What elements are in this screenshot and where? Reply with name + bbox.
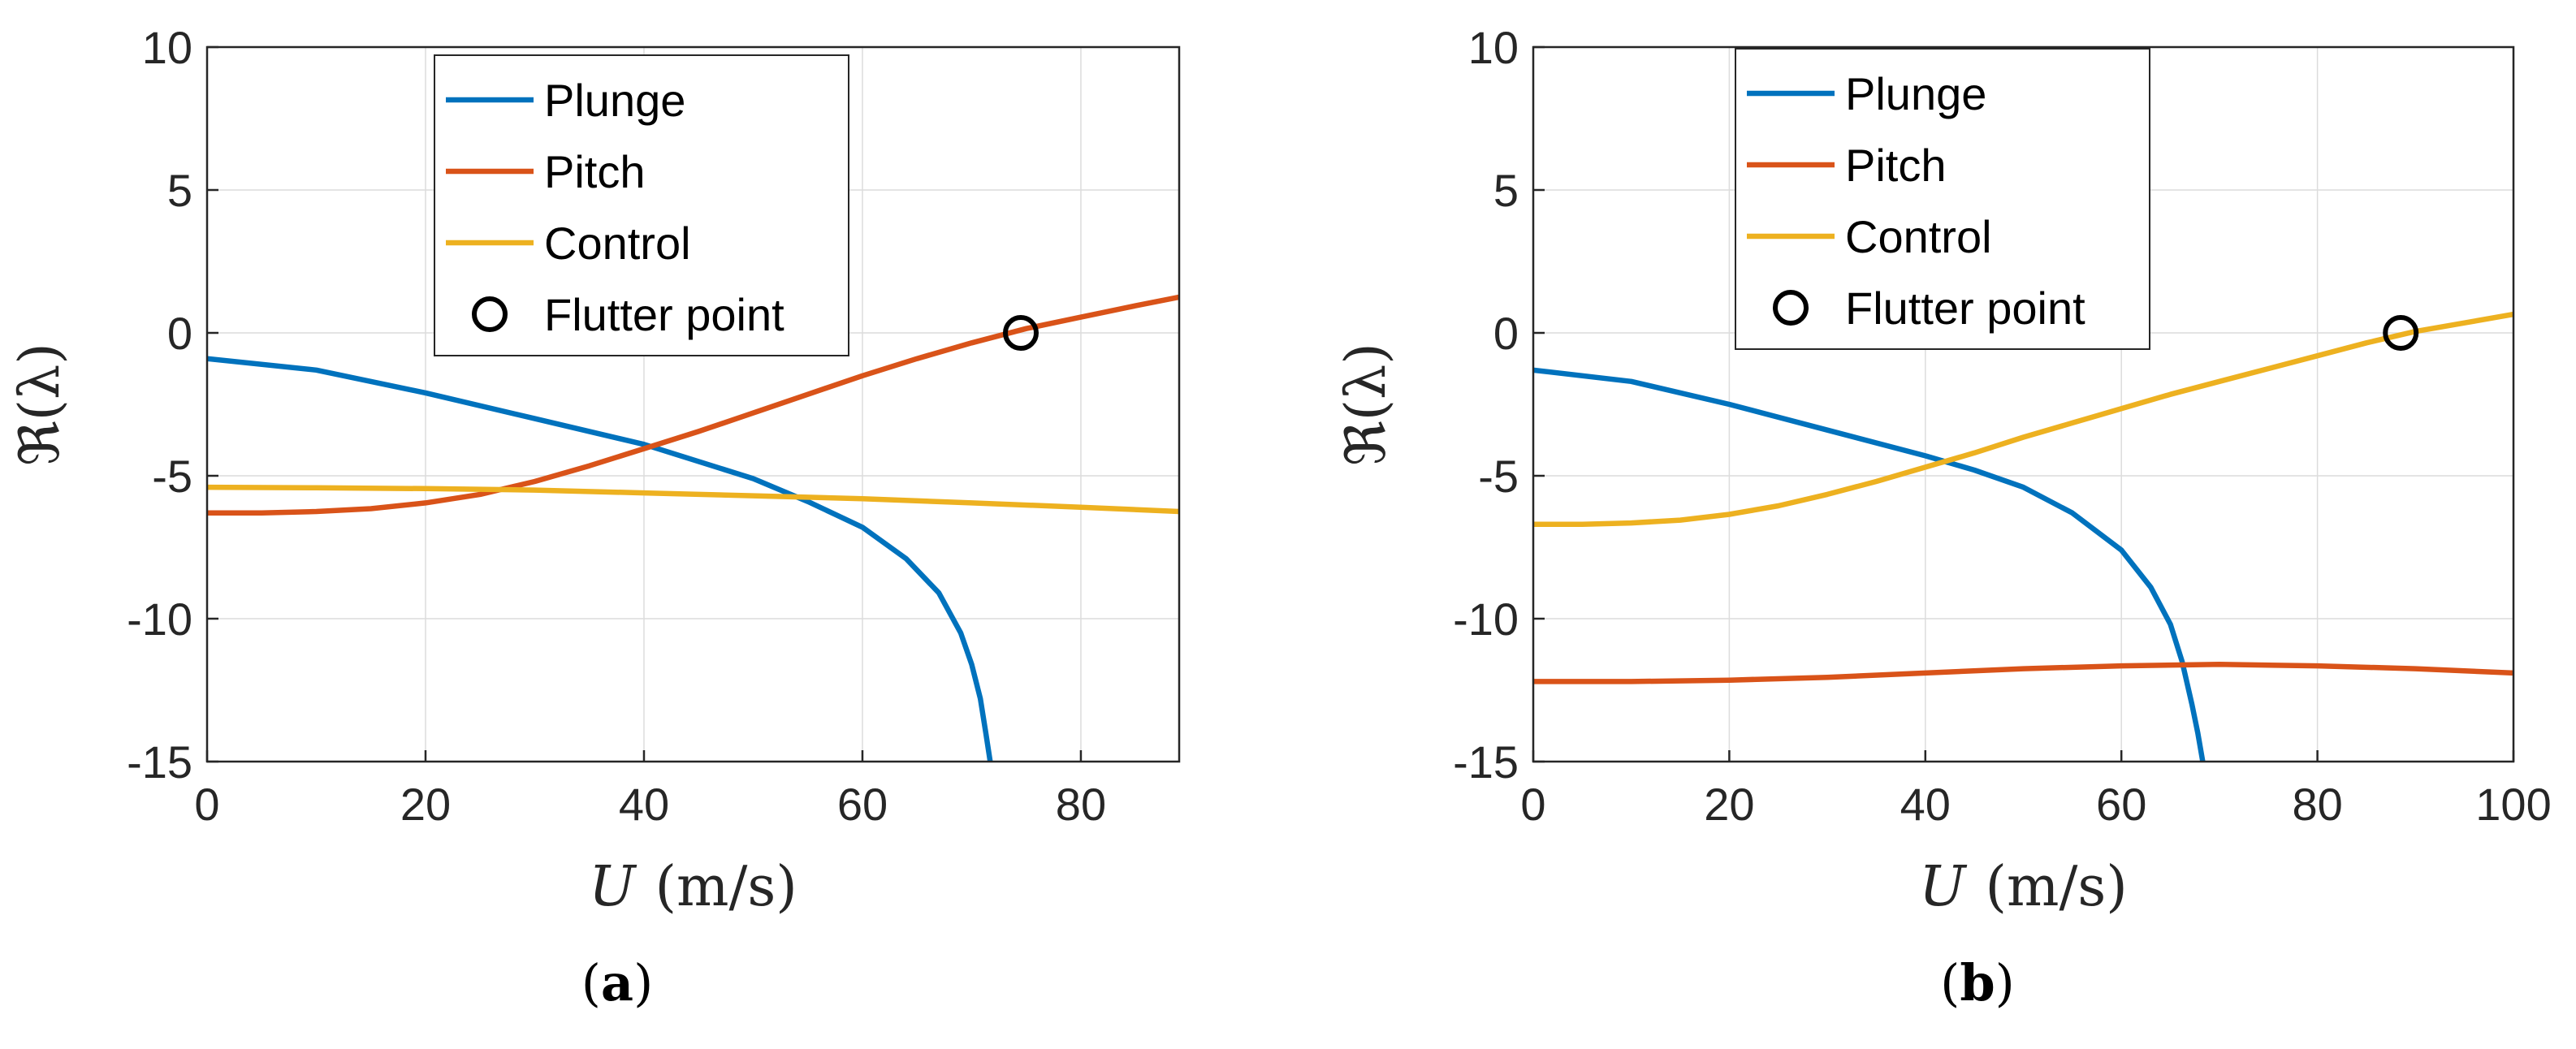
legend: Plunge Pitch Control Flutter point xyxy=(434,54,849,356)
legend-label: Pitch xyxy=(544,146,646,197)
x-axis-unit: (m/s) xyxy=(1985,855,2127,919)
flutter-point-marker xyxy=(2383,315,2419,351)
x-tick-label: 80 xyxy=(2292,779,2342,830)
panel-caption: (b) xyxy=(1940,953,2015,1012)
y-axis-label: ℜ(λ) xyxy=(8,343,72,466)
x-tick-label: 40 xyxy=(619,779,669,830)
x-tick-label: 0 xyxy=(194,779,219,830)
series-line-plunge xyxy=(1533,367,2206,762)
x-tick-label: 60 xyxy=(837,779,888,830)
y-tick-label: 0 xyxy=(1493,308,1519,359)
legend-label: Pitch xyxy=(1845,140,1947,191)
y-tick-label: 10 xyxy=(142,22,192,73)
legend-label: Control xyxy=(544,218,691,269)
legend: Plunge Pitch Control Flutter point xyxy=(1735,48,2150,350)
y-tick-label: 5 xyxy=(1493,165,1519,216)
x-tick-label: 0 xyxy=(1520,779,1545,830)
y-tick-label: -5 xyxy=(1478,451,1519,502)
series-line-plunge xyxy=(207,356,993,762)
y-tick-label: -10 xyxy=(1453,594,1519,645)
panel-caption-letter: b xyxy=(1960,953,1995,1012)
series-line-control xyxy=(207,484,1179,515)
y-tick-label: -5 xyxy=(152,451,192,502)
panel-caption-letter: a xyxy=(601,953,633,1012)
x-tick-label: 20 xyxy=(1704,779,1754,830)
y-tick-label: 5 xyxy=(167,165,192,216)
legend-label: Plunge xyxy=(544,75,685,126)
x-axis-label: U (m/s) xyxy=(589,855,797,919)
y-tick-label: 0 xyxy=(167,308,192,359)
legend-swatch-flutter-point xyxy=(472,296,508,332)
y-tick-label: -10 xyxy=(127,594,192,645)
x-axis-variable: U xyxy=(1919,855,1968,919)
x-tick-label: 60 xyxy=(2096,779,2146,830)
chart-panel-b: 0 20 40 60 80 100 10 5 0 -5 -10 -15 U (m/s) ℜ(λ) Plunge… xyxy=(1334,22,2552,1012)
x-axis-unit: (m/s) xyxy=(655,855,797,919)
y-axis-label: ℜ(λ) xyxy=(1334,343,1398,466)
legend-swatch-flutter-point xyxy=(1773,290,1809,326)
y-tick-label: -15 xyxy=(1453,736,1519,788)
y-tick-label: 10 xyxy=(1468,22,1519,73)
axes-frame xyxy=(205,45,1181,763)
x-tick-label: 80 xyxy=(1056,779,1106,830)
x-tick-label: 100 xyxy=(2475,779,2551,830)
x-tick-label: 40 xyxy=(1900,779,1951,830)
legend-label: Control xyxy=(1845,211,1992,262)
axes-frame xyxy=(1532,45,2515,763)
chart-panel-a: 0 20 40 60 80 10 5 0 -5 -10 -15 U (m/s) ℜ(λ) Plunge Pit… xyxy=(8,22,1181,1012)
x-axis-label: U (m/s) xyxy=(1919,855,2128,919)
legend-label: Plunge xyxy=(1845,68,1986,119)
series-line-pitch xyxy=(207,294,1179,516)
x-tick-label: 20 xyxy=(400,779,451,830)
series-line-control xyxy=(1533,311,2513,528)
series-line-pitch xyxy=(1533,662,2513,684)
flutter-point-marker xyxy=(1002,315,1039,351)
panel-caption: (a) xyxy=(581,953,654,1012)
legend-label: Flutter point xyxy=(1845,283,2085,334)
legend-label: Flutter point xyxy=(544,289,784,340)
x-axis-variable: U xyxy=(589,855,638,919)
y-tick-label: -15 xyxy=(127,736,192,788)
